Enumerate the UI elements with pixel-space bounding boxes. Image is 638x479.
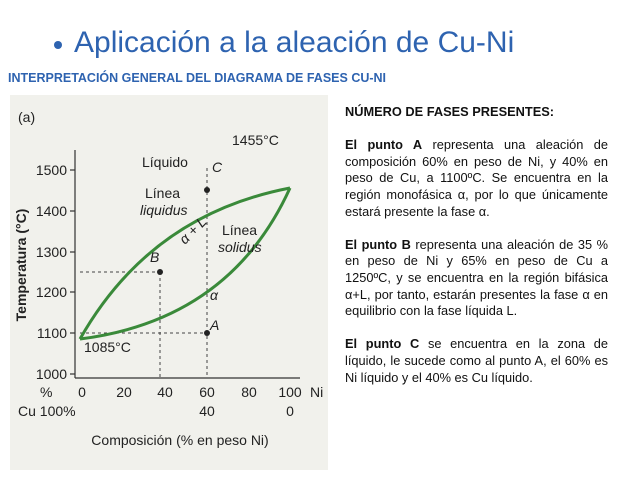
axes xyxy=(70,150,300,379)
tick-label: 0 xyxy=(286,403,294,419)
solidus-curve xyxy=(79,187,292,341)
body: representa una aleación de 35 % en peso … xyxy=(345,236,608,319)
title: Aplicación a la aleación de Cu-Ni xyxy=(74,26,515,59)
label: 1455°C xyxy=(232,132,279,148)
subtitle: INTERPRETACIÓN GENERAL DEL DIAGRAMA DE F… xyxy=(8,71,387,85)
bold-lead: El punto B xyxy=(345,236,411,252)
label: A xyxy=(209,317,219,333)
liquidus-curve xyxy=(78,186,291,340)
heading: NÚMERO DE FASES PRESENTES: xyxy=(345,104,555,119)
tick-label: 1400 xyxy=(36,203,67,219)
diagram-bg xyxy=(10,95,328,470)
tick-label: 40 xyxy=(199,403,215,419)
paragraph: El punto C se encuentra en la zona de lí… xyxy=(345,336,608,386)
tick-label: 80 xyxy=(241,384,257,400)
label: Composición (% en peso Ni) xyxy=(91,432,268,448)
guides xyxy=(80,168,208,378)
label: solidus xyxy=(218,239,262,255)
tick-label: 1100 xyxy=(37,325,67,341)
bold-lead: El punto C xyxy=(345,336,420,352)
tick-label: 60 xyxy=(199,384,215,400)
tick-label: 0 xyxy=(78,384,86,400)
bullet xyxy=(54,41,62,49)
label: α xyxy=(210,287,219,303)
tick-label: 1200 xyxy=(36,284,67,300)
y-ticks: 1500 1400 1300 1200 1100 1000 xyxy=(36,162,67,382)
label: B xyxy=(150,249,159,265)
label: Cu 100% xyxy=(18,403,76,419)
text-block: NÚMERO DE FASES PRESENTES: El punto A re… xyxy=(345,104,608,403)
label: Líquido xyxy=(142,154,188,170)
label: 1085°C xyxy=(84,339,131,355)
point-c xyxy=(204,187,210,193)
label: liquidus xyxy=(140,202,187,218)
tick-label: 1000 xyxy=(36,366,67,382)
paragraph: El punto A representa una aleación de co… xyxy=(345,137,608,220)
point-b xyxy=(157,269,163,275)
paragraph: El punto B representa una aleación de 35… xyxy=(345,237,608,320)
body: representa una aleación de composición 6… xyxy=(345,137,609,219)
label: C xyxy=(212,159,223,175)
tick-label: 20 xyxy=(116,384,132,400)
label: Línea xyxy=(145,185,180,201)
body: se encuentra en la zona de líquido, le s… xyxy=(345,336,608,385)
tick-label: 1500 xyxy=(36,162,67,178)
tick-label: 100 xyxy=(278,384,302,400)
label: Ni xyxy=(310,384,323,400)
tick-label: 1300 xyxy=(36,244,67,260)
label: (a) xyxy=(18,109,35,125)
bold-lead: El punto A xyxy=(345,137,423,153)
label: Temperatura (°C) xyxy=(13,209,29,322)
point-a xyxy=(204,330,210,336)
label: Línea xyxy=(222,222,257,238)
tick-label: 40 xyxy=(157,384,173,400)
label: % xyxy=(40,384,52,400)
